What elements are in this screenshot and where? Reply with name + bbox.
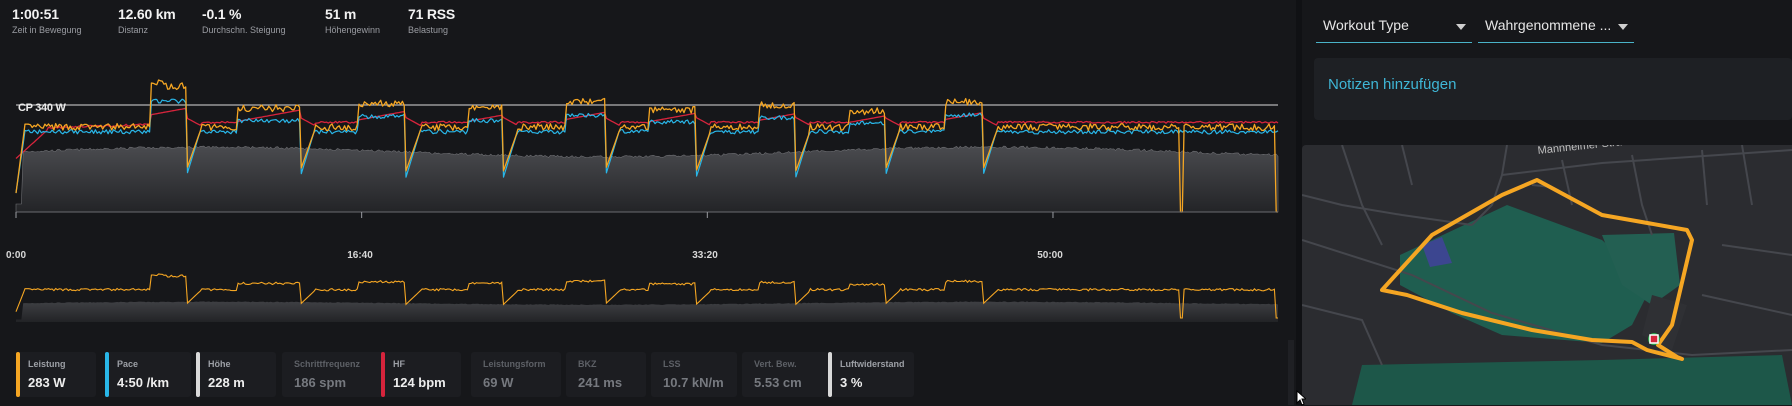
pace-series xyxy=(15,98,1279,194)
stat-label: Durchschn. Steigung xyxy=(202,25,286,35)
cp-reference-label: CP 340 W xyxy=(18,102,66,114)
metric-label: BKZ xyxy=(578,359,597,369)
metric-card-elevation[interactable]: Höhe 228 m xyxy=(196,352,276,397)
power-series xyxy=(15,79,1278,213)
metric-value: 228 m xyxy=(208,375,245,390)
metric-card-power[interactable]: Leistung 283 W xyxy=(16,352,96,397)
add-notes-link[interactable]: Notizen hinzufügen xyxy=(1328,76,1457,93)
pond-area xyxy=(1422,237,1452,267)
stat-label: Zeit in Bewegung xyxy=(12,25,82,35)
metric-label: Leistung xyxy=(28,359,66,369)
stat-value: -0.1 % xyxy=(202,6,242,22)
panel-divider[interactable] xyxy=(1296,0,1302,405)
metric-color-bar xyxy=(381,352,385,397)
overview-elevation xyxy=(16,301,1278,322)
metric-value: 3 % xyxy=(840,375,863,390)
metric-label: HF xyxy=(393,359,405,369)
map-canvas[interactable]: Mannheimer Straße xyxy=(1302,145,1792,405)
metric-label: Pace xyxy=(117,359,139,369)
metric-value: 4:50 /km xyxy=(117,375,170,390)
street-label: Mannheimer Straße xyxy=(1537,145,1635,157)
stat-moving-time: 1:00:51 Zeit in Bewegung xyxy=(12,6,82,35)
metric-card-ground-contact-time[interactable]: BKZ 241 ms xyxy=(566,352,646,397)
dropdown-label: Wahrgenommene ... xyxy=(1485,17,1612,33)
heart-rate-series xyxy=(15,107,1279,159)
x-tick-label: 50:00 xyxy=(1037,250,1063,261)
metric-color-bar xyxy=(16,352,20,397)
route-map[interactable]: Mannheimer Straße xyxy=(1302,145,1792,405)
route-path xyxy=(1380,178,1694,361)
stat-value: 51 m xyxy=(325,6,357,22)
side-panel: Workout Type Wahrgenommene ... Notizen h… xyxy=(1302,0,1792,405)
workout-type-dropdown[interactable]: Workout Type xyxy=(1316,12,1472,43)
metric-label: LSS xyxy=(663,359,681,369)
park-area xyxy=(1400,205,1652,343)
elevation-series xyxy=(15,145,1279,213)
metric-label: Vert. Bew. xyxy=(754,359,797,369)
overview-range-selector[interactable] xyxy=(0,270,1288,325)
metric-color-bar xyxy=(828,352,832,397)
overview-power-series xyxy=(15,273,1278,319)
perceived-effort-dropdown[interactable]: Wahrgenommene ... xyxy=(1478,12,1634,43)
metric-value: 5.53 cm xyxy=(754,375,802,390)
metric-value: 241 ms xyxy=(578,375,623,390)
metric-value: 186 spm xyxy=(294,375,347,390)
metric-label: Schrittfrequenz xyxy=(294,359,361,369)
metric-card-form-power[interactable]: Leistungsform 69 W xyxy=(471,352,561,397)
stat-value: 1:00:51 xyxy=(12,6,59,22)
notes-box[interactable]: Notizen hinzufügen xyxy=(1314,58,1792,120)
stat-value: 12.60 km xyxy=(118,6,176,22)
stat-distance: 12.60 km Distanz xyxy=(118,6,176,35)
park-area xyxy=(1352,355,1792,405)
metric-color-bar xyxy=(105,352,109,397)
metric-value: 10.7 kN/m xyxy=(663,375,724,390)
workout-chart[interactable] xyxy=(0,60,1288,250)
finish-marker-icon xyxy=(1649,334,1659,344)
stat-value: 71 RSS xyxy=(408,6,456,22)
x-tick-label: 16:40 xyxy=(347,250,373,261)
metric-card-air-resistance[interactable]: Luftwiderstand 3 % xyxy=(828,352,914,397)
chevron-down-icon xyxy=(1618,24,1628,30)
metric-color-bar xyxy=(196,352,200,397)
metric-value: 124 bpm xyxy=(393,375,446,390)
metric-card-vertical-oscillation[interactable]: Vert. Bew. 5.53 cm xyxy=(742,352,828,397)
stat-avg-grade: -0.1 % Durchschn. Steigung xyxy=(202,6,286,35)
metric-value: 283 W xyxy=(28,375,66,390)
mouse-cursor-icon xyxy=(1296,390,1306,406)
metric-card-cadence[interactable]: Schrittfrequenz 186 spm xyxy=(282,352,392,397)
x-tick-label: 0:00 xyxy=(5,250,27,261)
stat-elevation-gain: 51 m Höhengewinn xyxy=(325,6,380,35)
stat-label: Belastung xyxy=(408,25,449,35)
stat-training-load: 71 RSS Belastung xyxy=(408,6,455,35)
x-tick-label: 33:20 xyxy=(692,250,718,261)
metric-value: 69 W xyxy=(483,375,514,390)
metric-card-leg-spring-stiffness[interactable]: LSS 10.7 kN/m xyxy=(651,352,737,397)
stat-label: Distanz xyxy=(118,25,149,35)
stat-label: Höhengewinn xyxy=(325,25,381,35)
chevron-down-icon xyxy=(1456,24,1466,30)
metric-card-pace[interactable]: Pace 4:50 /km xyxy=(105,352,191,397)
metric-label: Höhe xyxy=(208,359,231,369)
scrollbar[interactable] xyxy=(1288,340,1294,405)
park-area xyxy=(1602,233,1680,305)
dropdown-label: Workout Type xyxy=(1323,17,1409,33)
metric-card-heart-rate[interactable]: HF 124 bpm xyxy=(381,352,461,397)
metric-label: Leistungsform xyxy=(483,359,546,369)
metric-label: Luftwiderstand xyxy=(840,359,905,369)
